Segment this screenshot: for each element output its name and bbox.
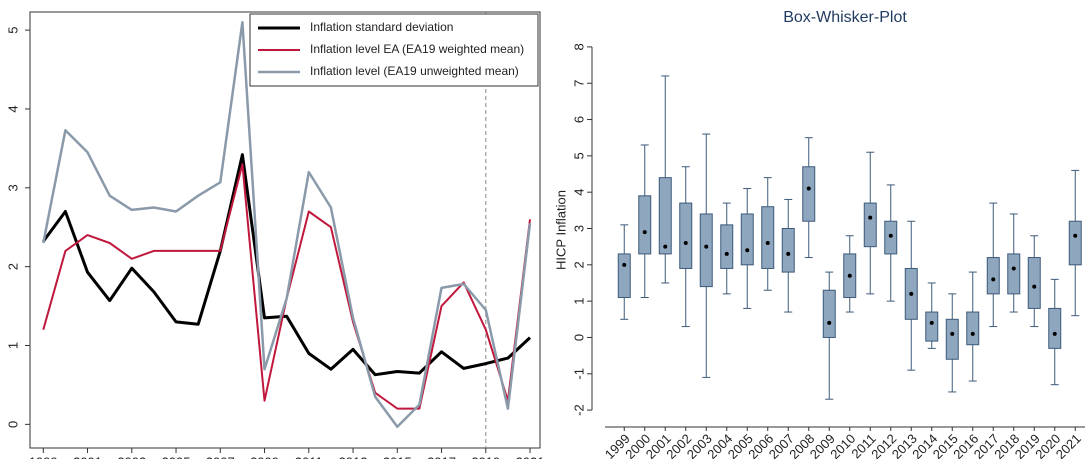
median-dot	[683, 241, 688, 246]
y-tick-label: 4	[571, 189, 586, 196]
box	[617, 253, 631, 299]
box	[699, 213, 713, 288]
y-tick-label: 7	[571, 80, 586, 87]
box	[740, 213, 754, 266]
box	[925, 311, 939, 342]
median-dot	[888, 233, 893, 238]
box	[966, 311, 980, 346]
median-dot	[847, 273, 852, 278]
y-axis-label: HICP Inflation	[553, 190, 568, 270]
median-dot	[1073, 233, 1078, 238]
series-line	[42, 20, 532, 428]
box	[720, 224, 734, 269]
chart-title: Box-Whisker-Plot	[783, 9, 907, 26]
x-tick-label: 2001	[73, 454, 102, 459]
median-dot	[950, 331, 955, 336]
box	[1007, 253, 1021, 295]
y-tick-label: 0	[571, 334, 586, 341]
box	[1048, 307, 1062, 349]
y-tick-label: 2	[571, 261, 586, 268]
y-tick-label: 1	[5, 342, 20, 349]
box	[679, 202, 693, 269]
legend-label: Inflation level EA (EA19 weighted mean)	[310, 42, 524, 56]
median-dot	[724, 251, 729, 256]
x-tick-label: 2017	[427, 454, 456, 459]
y-tick-label: 4	[5, 105, 20, 112]
x-tick-label: 2003	[117, 454, 146, 459]
box	[1068, 220, 1082, 266]
y-tick-label: 1	[571, 298, 586, 305]
y-tick-label: 3	[5, 184, 20, 191]
x-tick-label: 2007	[206, 454, 235, 459]
y-tick-label: -2	[571, 404, 586, 416]
y-tick-label: 0	[5, 421, 20, 428]
median-dot	[991, 277, 996, 282]
box	[863, 202, 877, 248]
median-dot	[1032, 284, 1037, 289]
series-line	[42, 153, 532, 377]
x-tick-label: 2005	[162, 454, 191, 459]
box	[802, 166, 816, 222]
box	[781, 228, 795, 273]
box	[986, 257, 1000, 295]
x-tick-label: 2011	[295, 454, 323, 459]
median-dot	[745, 248, 750, 253]
box	[822, 289, 836, 338]
median-dot	[868, 215, 873, 220]
x-tick-label: 2021	[516, 454, 545, 459]
legend-label: Inflation standard deviation	[310, 20, 453, 34]
median-dot	[642, 230, 647, 235]
box	[638, 195, 652, 255]
median-dot	[622, 262, 627, 267]
box	[945, 318, 959, 360]
median-dot	[704, 244, 709, 249]
median-dot	[827, 320, 832, 325]
legend-label: Inflation level (EA19 unweighted mean)	[310, 64, 519, 78]
median-dot	[765, 241, 770, 246]
x-tick-label: 2009	[250, 454, 279, 459]
y-tick-label: 3	[571, 225, 586, 232]
x-tick-label: 2019	[471, 454, 500, 459]
x-tick-label: 2015	[383, 454, 412, 459]
y-tick-label: -1	[571, 368, 586, 380]
x-tick-label: 1999	[29, 454, 58, 459]
median-dot	[806, 186, 811, 191]
median-dot	[786, 251, 791, 256]
box	[761, 206, 775, 269]
x-tick-label: 2013	[339, 454, 368, 459]
y-tick-label: 8	[571, 43, 586, 50]
y-tick-label: 5	[5, 27, 20, 34]
median-dot	[1011, 266, 1016, 271]
y-tick-label: 5	[571, 152, 586, 159]
y-tick-label: 2	[5, 263, 20, 270]
y-tick-label: 6	[571, 116, 586, 123]
box	[658, 177, 672, 255]
median-dot	[929, 320, 934, 325]
median-dot	[970, 331, 975, 336]
median-dot	[1052, 331, 1057, 336]
box	[1027, 257, 1041, 309]
median-dot	[663, 244, 668, 249]
median-dot	[909, 291, 914, 296]
plot-frame	[29, 11, 541, 449]
